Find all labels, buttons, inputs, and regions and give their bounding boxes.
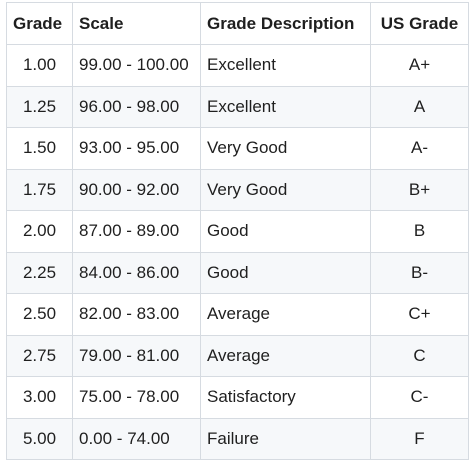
- us-grade-cell: C: [370, 334, 469, 377]
- scale-cell: 79.00 - 81.00: [72, 334, 201, 377]
- description-cell: Average: [200, 293, 371, 336]
- description-cell: Good: [200, 251, 371, 294]
- grade-cell: 2.75: [6, 334, 73, 377]
- description-cell: Very Good: [200, 168, 371, 211]
- us-grade-cell: A+: [370, 44, 469, 87]
- scale-cell: 87.00 - 89.00: [72, 210, 201, 253]
- grading-scale-table: Grade Scale Grade Description US Grade 1…: [6, 2, 469, 460]
- table-row: 1.00 99.00 - 100.00 Excellent A+: [6, 44, 469, 87]
- table-header: Grade Scale Grade Description US Grade: [6, 2, 469, 45]
- description-cell: Very Good: [200, 127, 371, 170]
- header-grade: Grade: [6, 2, 73, 45]
- grade-cell: 1.00: [6, 44, 73, 87]
- us-grade-cell: B-: [370, 251, 469, 294]
- grade-cell: 2.25: [6, 251, 73, 294]
- grade-cell: 3.00: [6, 376, 73, 419]
- us-grade-cell: C-: [370, 376, 469, 419]
- table-row: 3.00 75.00 - 78.00 Satisfactory C-: [6, 376, 469, 419]
- header-grade-description: Grade Description: [200, 2, 371, 45]
- grade-cell: 2.50: [6, 293, 73, 336]
- table-row: 2.25 84.00 - 86.00 Good B-: [6, 251, 469, 294]
- scale-cell: 75.00 - 78.00: [72, 376, 201, 419]
- header-us-grade: US Grade: [370, 2, 469, 45]
- grade-cell: 1.75: [6, 168, 73, 211]
- table-row: 1.75 90.00 - 92.00 Very Good B+: [6, 168, 469, 211]
- table-row: 5.00 0.00 - 74.00 Failure F: [6, 417, 469, 460]
- grade-cell: 1.50: [6, 127, 73, 170]
- description-cell: Satisfactory: [200, 376, 371, 419]
- scale-cell: 0.00 - 74.00: [72, 417, 201, 460]
- grade-cell: 5.00: [6, 417, 73, 460]
- scale-cell: 93.00 - 95.00: [72, 127, 201, 170]
- table-row: 1.50 93.00 - 95.00 Very Good A-: [6, 127, 469, 170]
- us-grade-cell: C+: [370, 293, 469, 336]
- grade-cell: 1.25: [6, 85, 73, 128]
- us-grade-cell: A: [370, 85, 469, 128]
- scale-cell: 99.00 - 100.00: [72, 44, 201, 87]
- table-row: 2.50 82.00 - 83.00 Average C+: [6, 293, 469, 336]
- table-row: 2.00 87.00 - 89.00 Good B: [6, 210, 469, 253]
- us-grade-cell: A-: [370, 127, 469, 170]
- description-cell: Excellent: [200, 44, 371, 87]
- grade-cell: 2.00: [6, 210, 73, 253]
- table-row: 1.25 96.00 - 98.00 Excellent A: [6, 85, 469, 128]
- us-grade-cell: B: [370, 210, 469, 253]
- table-body: 1.00 99.00 - 100.00 Excellent A+ 1.25 96.00 -…: [6, 44, 469, 460]
- table-row: 2.75 79.00 - 81.00 Average C: [6, 334, 469, 377]
- scale-cell: 82.00 - 83.00: [72, 293, 201, 336]
- header-scale: Scale: [72, 2, 201, 45]
- grading-table-container: Grade Scale Grade Description US Grade 1…: [6, 2, 469, 460]
- scale-cell: 90.00 - 92.00: [72, 168, 201, 211]
- description-cell: Average: [200, 334, 371, 377]
- us-grade-cell: B+: [370, 168, 469, 211]
- description-cell: Failure: [200, 417, 371, 460]
- scale-cell: 96.00 - 98.00: [72, 85, 201, 128]
- description-cell: Good: [200, 210, 371, 253]
- header-row: Grade Scale Grade Description US Grade: [6, 2, 469, 45]
- scale-cell: 84.00 - 86.00: [72, 251, 201, 294]
- us-grade-cell: F: [370, 417, 469, 460]
- description-cell: Excellent: [200, 85, 371, 128]
